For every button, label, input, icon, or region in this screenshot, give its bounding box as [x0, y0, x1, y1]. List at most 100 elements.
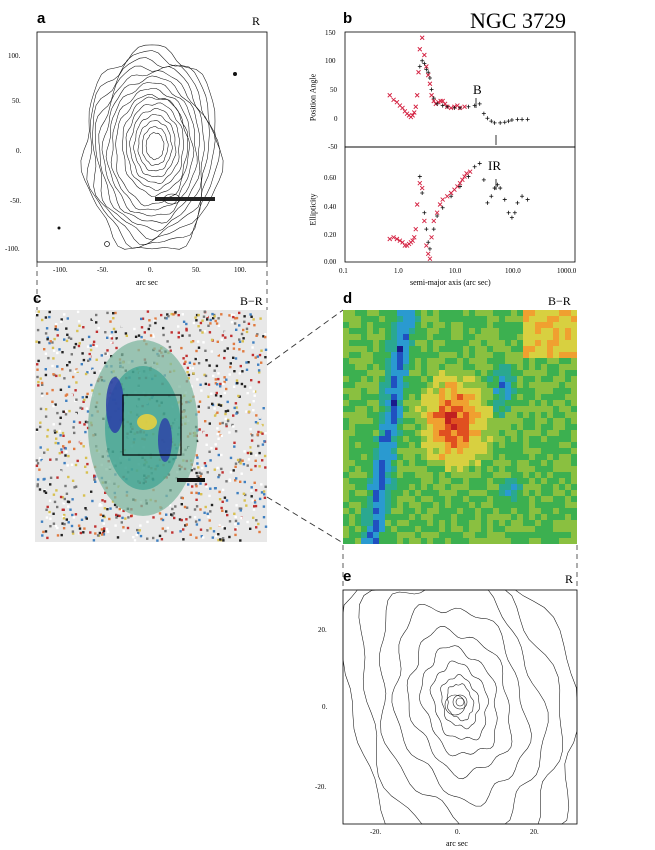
- data-point: [498, 120, 503, 125]
- data-point: [509, 117, 514, 122]
- data-point: [520, 117, 525, 122]
- a-ytick-4: -100.: [5, 245, 20, 253]
- a-ytick-3: -50.: [10, 197, 22, 205]
- data-point: [397, 238, 403, 243]
- data-point: [427, 256, 433, 262]
- b-xlabel: semi-major axis (arc sec): [410, 278, 491, 287]
- data-point: [410, 238, 415, 243]
- data-point: [481, 111, 486, 116]
- data-point: [520, 194, 525, 199]
- contour-line: [142, 126, 169, 166]
- panel-d-filter: B−R: [548, 294, 571, 308]
- contour-line: [94, 65, 210, 241]
- data-point: [525, 197, 530, 202]
- a-ytick-1: 50.: [12, 97, 21, 105]
- panel-c-letter: c: [33, 290, 42, 307]
- data-point: [431, 218, 437, 224]
- data-point: [457, 180, 463, 186]
- data-point: [525, 117, 530, 122]
- data-point: [410, 113, 415, 118]
- data-point: [512, 210, 517, 215]
- data-point: [422, 52, 427, 58]
- a-xlabel: arc sec: [136, 278, 158, 287]
- contour-line: [125, 102, 184, 191]
- b-xtick-2: 10.0: [449, 267, 462, 275]
- contour-line: [406, 626, 513, 780]
- data-point: [435, 101, 440, 106]
- panel-c-color-map: [35, 310, 268, 542]
- contour-line: [80, 44, 224, 250]
- data-point: [414, 92, 420, 98]
- b-ytick-top-0: 150: [325, 29, 336, 37]
- data-point: [506, 210, 511, 215]
- data-point: [502, 120, 507, 125]
- data-point: [448, 105, 454, 111]
- data-point: [455, 184, 460, 189]
- data-point: [387, 236, 393, 242]
- data-point: [498, 186, 503, 191]
- data-point: [424, 243, 429, 248]
- panel-a-letter: a: [37, 10, 46, 27]
- zoom-box: [122, 394, 182, 456]
- data-point: [466, 174, 471, 179]
- panel-e-contour-plot: [342, 589, 578, 825]
- b-ylabel-top: Position Angle: [308, 73, 318, 122]
- data-point: [435, 214, 440, 218]
- contour-line: [419, 645, 498, 757]
- data-point: [440, 205, 445, 210]
- panel-d-letter: d: [343, 290, 353, 307]
- e-xtick-1: 0.: [455, 828, 461, 836]
- data-point: [464, 170, 469, 176]
- data-point: [420, 58, 425, 63]
- data-point: [426, 70, 431, 75]
- data-point: [394, 236, 400, 242]
- data-point: [413, 104, 419, 110]
- contour-line: [101, 75, 201, 224]
- data-point: [425, 251, 431, 257]
- data-point: [426, 240, 431, 245]
- b-ytick-top-3: 0: [334, 115, 338, 123]
- data-point: [462, 104, 467, 110]
- b-ytick-top-4: -50: [328, 143, 338, 151]
- contour-line: [92, 57, 216, 245]
- data-point: [485, 116, 490, 121]
- data-point: [489, 119, 494, 124]
- data-point: [427, 81, 433, 87]
- data-point: [424, 64, 429, 69]
- e-xlabel: arc sec: [446, 839, 468, 848]
- data-point: [411, 235, 417, 240]
- data-point: [449, 194, 454, 199]
- data-point: [502, 197, 507, 202]
- a-xtick-0: -100.: [53, 266, 68, 274]
- b-xtick-3: 100.0: [505, 267, 521, 275]
- data-point: [429, 87, 434, 92]
- panel-e-letter: e: [343, 568, 352, 585]
- data-point: [400, 239, 405, 245]
- panel-b-plots: [344, 31, 576, 263]
- star-streak-c: [177, 478, 205, 482]
- a-ytick-0: 100.: [8, 52, 21, 60]
- panel-a-filter: R: [252, 14, 261, 28]
- contour-map-a: [36, 31, 268, 263]
- e-xtick-2: 20.: [530, 828, 539, 836]
- data-point: [515, 200, 520, 205]
- contour-line: [115, 94, 190, 207]
- b-ytick-bot-3: 0.00: [324, 258, 337, 266]
- data-point: [434, 210, 440, 216]
- data-point: [431, 98, 437, 104]
- contour-line: [86, 50, 221, 249]
- data-point: [424, 227, 429, 232]
- data-point: [477, 101, 482, 106]
- data-point: [485, 200, 490, 205]
- panel-d-color-map: [343, 310, 577, 544]
- star-streak: [155, 197, 215, 201]
- b-xtick-0: 0.1: [339, 267, 348, 275]
- panel-b-letter: b: [343, 10, 353, 27]
- e-ytick-1: 0.: [322, 703, 328, 711]
- data-point: [427, 76, 432, 80]
- contour-line: [110, 88, 195, 211]
- a-ytick-2: 0.: [16, 147, 22, 155]
- data-point: [481, 177, 486, 182]
- contour-line: [133, 114, 177, 177]
- data-point: [414, 202, 420, 207]
